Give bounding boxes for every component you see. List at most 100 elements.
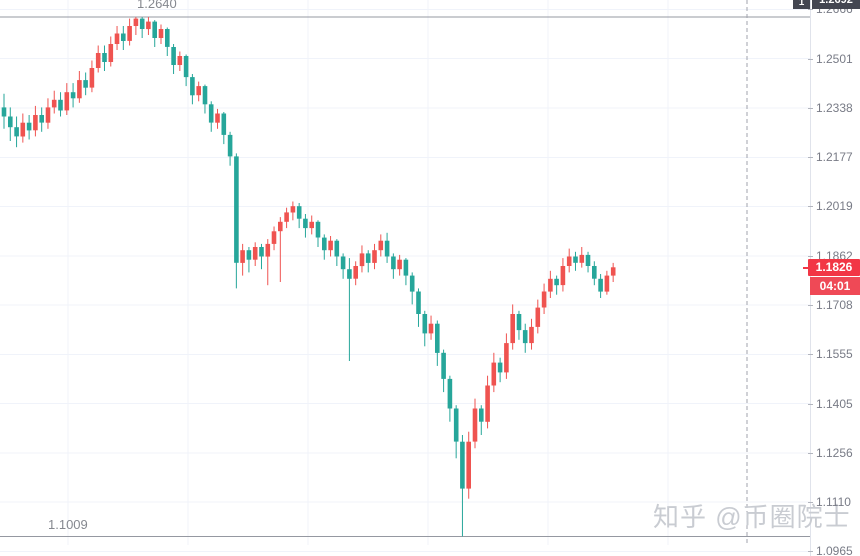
candle-down xyxy=(202,84,208,114)
candle-up xyxy=(20,113,26,143)
candle-up xyxy=(284,207,289,229)
range-high-label: 1.2640 xyxy=(137,0,177,11)
candle-down xyxy=(322,234,327,260)
candle-up xyxy=(504,333,509,379)
candle-up xyxy=(610,262,616,282)
candle-down xyxy=(1,93,7,129)
candle-up xyxy=(529,318,534,350)
candle-up xyxy=(133,17,139,35)
price-tick-mark xyxy=(808,108,813,109)
candle-down xyxy=(340,253,346,279)
candle-up xyxy=(33,105,38,137)
candle-down xyxy=(592,261,597,286)
candle-down xyxy=(516,310,522,340)
watermark: 知乎 @币圈院士 xyxy=(653,502,851,532)
candle-down xyxy=(573,251,578,271)
bar-countdown-badge: 04:01 xyxy=(810,277,860,295)
candle-up xyxy=(146,17,151,35)
candle-up xyxy=(548,270,553,298)
price-tick-label: 1.2338 xyxy=(816,101,853,115)
price-tick-mark xyxy=(808,354,813,355)
candle-down xyxy=(554,275,559,295)
candle-up xyxy=(51,90,57,114)
candle-up xyxy=(265,239,271,286)
price-tick-mark xyxy=(808,256,813,257)
candle-down xyxy=(453,405,459,459)
range-low-label: 1.1009 xyxy=(48,517,88,532)
candle-up xyxy=(535,299,541,334)
candle-down xyxy=(26,115,32,140)
candle-down xyxy=(441,349,446,393)
candle-down xyxy=(234,153,239,289)
price-tick-mark xyxy=(808,157,813,158)
candle-up xyxy=(108,36,114,67)
candle-up xyxy=(510,304,515,350)
price-tick-label: 1.1708 xyxy=(816,298,853,312)
candle-down xyxy=(522,323,528,353)
candle-down xyxy=(585,251,591,273)
last-price-badge: 1.1826 xyxy=(808,259,860,276)
candle-down xyxy=(152,20,157,47)
candle-down xyxy=(70,83,76,108)
candle-down xyxy=(8,107,13,141)
candle-up xyxy=(252,242,258,266)
candle-down xyxy=(315,220,321,247)
price-tick-mark xyxy=(808,453,813,454)
price-tick-mark xyxy=(808,206,813,207)
candle-down xyxy=(391,253,396,279)
candle-down xyxy=(165,27,170,56)
candle-up xyxy=(566,248,572,273)
candle-up xyxy=(353,261,358,286)
price-tick-label: 1.1256 xyxy=(816,446,853,460)
last-price-tick xyxy=(803,267,809,269)
candle-down xyxy=(409,272,415,305)
price-tick-mark xyxy=(808,551,813,552)
clamped-price-badge: 1.2692 xyxy=(812,0,860,9)
price-tick-label: 1.1555 xyxy=(816,347,853,361)
candle-up xyxy=(472,398,478,449)
candle-down xyxy=(497,357,503,383)
candle-down xyxy=(183,54,189,87)
candle-up xyxy=(397,254,402,276)
price-tick-label: 1.1110 xyxy=(816,495,851,509)
candle-up xyxy=(89,60,95,93)
candle-up xyxy=(95,45,101,73)
candle-down xyxy=(479,405,484,435)
label-count-badge[interactable]: 1 xyxy=(793,0,810,9)
candle-down xyxy=(334,239,340,266)
candle-up xyxy=(271,226,277,251)
candle-down xyxy=(246,247,252,273)
price-tick-label: 1.2177 xyxy=(816,150,853,164)
candle-up xyxy=(560,258,566,292)
candle-down xyxy=(121,26,126,50)
candle-up xyxy=(158,24,164,44)
candle-down xyxy=(447,375,453,422)
candle-down xyxy=(139,17,145,38)
candle-up xyxy=(196,81,201,102)
candle-up xyxy=(45,98,51,129)
candle-down xyxy=(190,74,195,105)
candle-up xyxy=(359,245,365,273)
candle-up xyxy=(114,26,120,50)
price-tick-label: 1.0965 xyxy=(816,544,853,556)
candle-down xyxy=(83,72,88,96)
candle-up xyxy=(541,283,547,314)
candle-down xyxy=(102,45,107,71)
candle-down xyxy=(435,320,440,366)
candle-down xyxy=(384,232,390,263)
candle-down xyxy=(365,250,371,273)
candle-down xyxy=(403,258,409,286)
candle-down xyxy=(598,274,603,298)
candle-up xyxy=(64,83,70,115)
price-tick-mark xyxy=(808,305,813,306)
candle-up xyxy=(309,215,314,235)
candle-up xyxy=(491,352,497,393)
candle-up xyxy=(278,217,283,282)
price-tick-mark xyxy=(808,502,813,503)
candle-down xyxy=(171,44,176,74)
candle-down xyxy=(416,288,421,327)
candle-up xyxy=(328,236,333,257)
candle-down xyxy=(460,435,465,537)
